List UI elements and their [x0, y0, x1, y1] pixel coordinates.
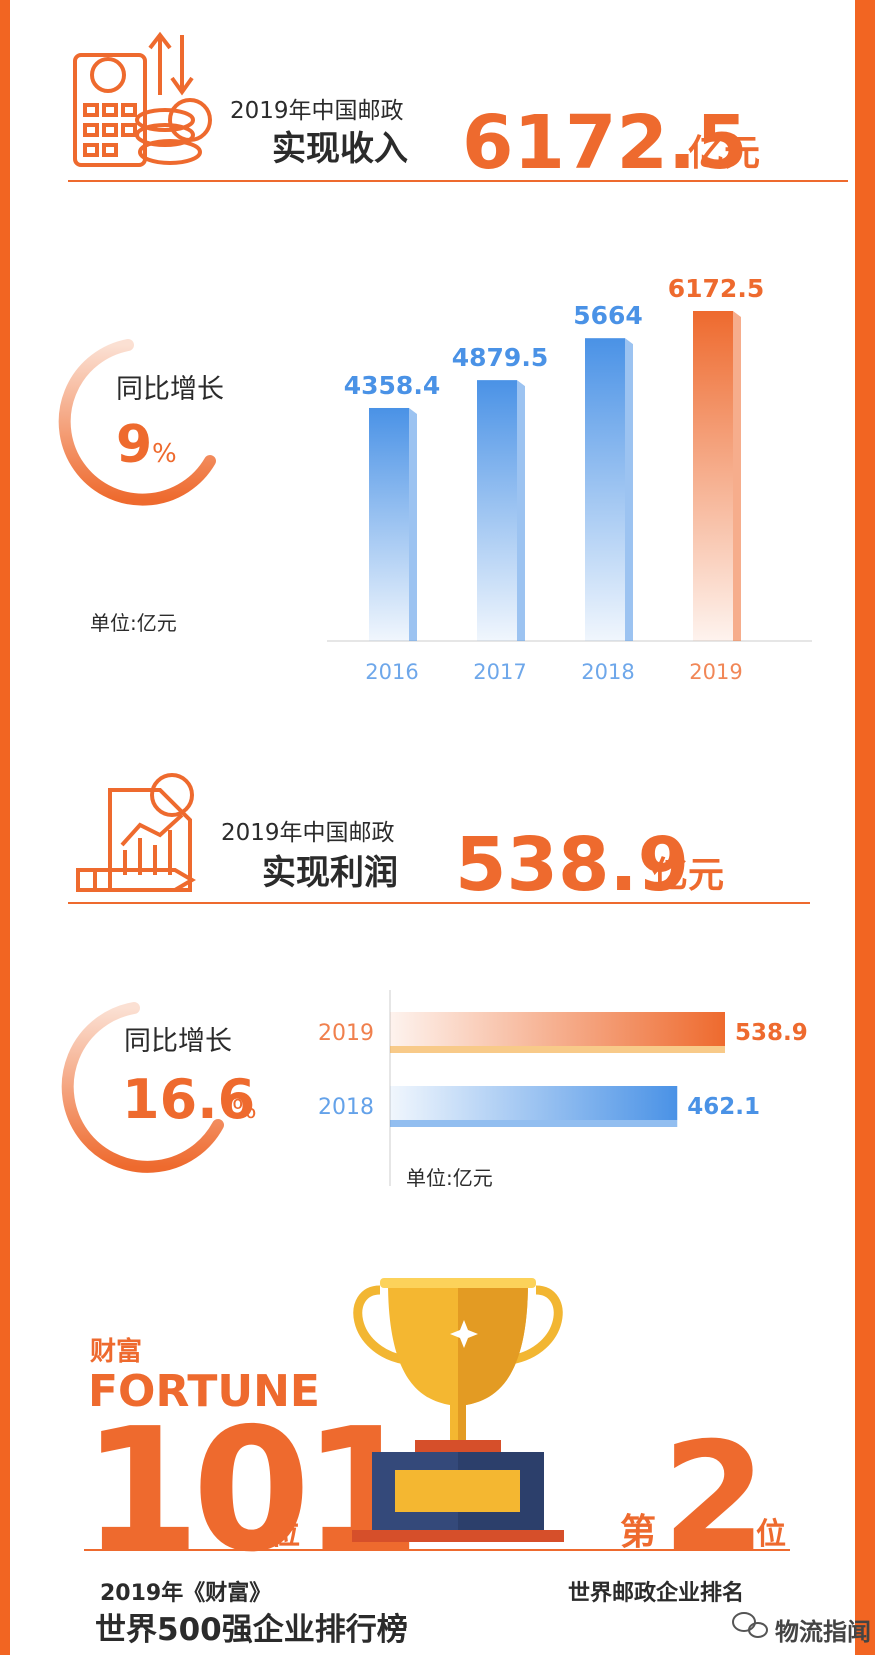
bar — [390, 1012, 725, 1046]
revenue-subtitle: 2019年中国邮政 — [230, 98, 404, 124]
unit-note: 单位:亿元 — [90, 611, 177, 635]
fortune-caption-1: 2019年《财富》 — [100, 1580, 271, 1606]
revenue-label: 实现收入 — [272, 129, 408, 169]
bar-edge — [390, 1046, 725, 1053]
growth-arc — [61, 1002, 224, 1173]
fortune-cn: 财富 — [90, 1336, 142, 1367]
x-tick-label: 2016 — [365, 660, 418, 684]
revenue-unit: 亿元 — [688, 133, 760, 174]
x-tick-label: 2018 — [581, 660, 634, 684]
unit-note: 单位:亿元 — [406, 1166, 493, 1190]
profit-icon — [76, 773, 196, 892]
bar — [477, 380, 517, 641]
world-unit: 位 — [756, 1517, 786, 1552]
profit-label: 实现利润 — [262, 853, 398, 893]
growth-label: 同比增长 — [124, 1026, 232, 1057]
world-caption: 世界邮政企业排名 — [568, 1580, 744, 1606]
value-label: 6172.5 — [668, 274, 764, 303]
growth-value: 9 — [116, 415, 152, 475]
revenue-icon — [73, 31, 212, 167]
x-tick-label: 2019 — [689, 660, 742, 684]
trophy — [352, 1278, 564, 1542]
left-border — [0, 0, 10, 1655]
value-label: 4358.4 — [344, 371, 440, 400]
bar — [693, 311, 733, 641]
world-rank: 2 — [662, 1411, 766, 1585]
fortune-caption-2: 世界500强企业排行榜 — [95, 1612, 408, 1648]
growth-unit: % — [152, 439, 177, 469]
value-label: 4879.5 — [452, 343, 548, 372]
world-prefix: 第 — [620, 1512, 656, 1553]
bar-side — [517, 380, 525, 641]
profit-value: 538.9 — [455, 822, 689, 908]
y-tick-label: 2018 — [318, 1095, 374, 1120]
bar — [585, 338, 625, 641]
profit-unit: 亿元 — [652, 855, 724, 896]
fortune-rank: 101 — [82, 1392, 413, 1590]
profit-subtitle: 2019年中国邮政 — [221, 820, 395, 846]
growth-arc — [58, 339, 216, 506]
bar-side — [625, 338, 633, 641]
watermark: 物流指闻 — [775, 1618, 871, 1646]
fortune-rank-unit: 位 — [270, 1517, 300, 1552]
bar-side — [409, 407, 417, 641]
value-label: 462.1 — [687, 1094, 760, 1120]
fortune-en: FORTUNE — [88, 1366, 320, 1417]
bar-side — [733, 311, 741, 641]
bar — [390, 1086, 678, 1120]
growth-value: 16.6 — [122, 1068, 255, 1131]
wechat-icon — [732, 1612, 768, 1638]
x-tick-label: 2017 — [473, 660, 526, 684]
value-label: 538.9 — [735, 1020, 808, 1046]
bar — [369, 407, 409, 641]
bar-edge — [390, 1120, 678, 1127]
growth-unit: % — [232, 1095, 257, 1125]
growth-label: 同比增长 — [116, 374, 224, 405]
y-tick-label: 2019 — [318, 1021, 374, 1046]
revenue-value: 6172.5 — [462, 100, 748, 186]
value-label: 5664 — [573, 301, 643, 330]
right-border — [855, 0, 875, 1655]
